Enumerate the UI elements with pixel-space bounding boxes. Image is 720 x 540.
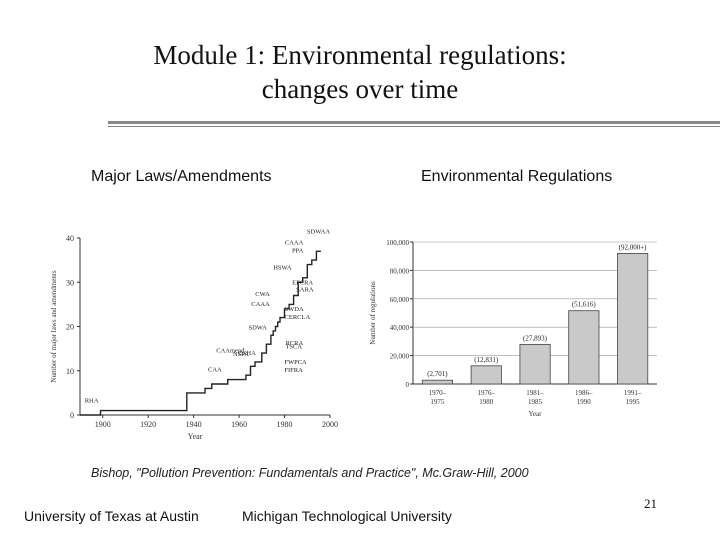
laws-x-tick-label: 1900	[95, 420, 111, 429]
regs-x-tick-label: 1976–	[477, 389, 495, 397]
laws-x-tick-label: 1960	[231, 420, 247, 429]
laws-y-tick-label: 20	[66, 323, 74, 332]
regs-bar	[519, 344, 551, 385]
regs-data-label: (2,701)	[427, 370, 448, 378]
laws-annotation: SWDA	[285, 306, 304, 313]
laws-annotation: NSPA	[233, 351, 249, 358]
regs-x-tick-label: 1970–	[429, 389, 447, 397]
laws-annotation: CERCLA	[285, 314, 311, 321]
laws-annotation: CAAmend	[216, 347, 245, 354]
regs-y-tick-label: 40,000	[390, 324, 410, 332]
laws-annotation: HSWA	[273, 265, 292, 272]
laws-x-label: Year	[188, 432, 203, 441]
laws-annotation: OSHA	[238, 350, 256, 357]
regs-data-label: (92,000+)	[619, 243, 648, 251]
regs-y-tick-label: 100,000	[386, 239, 409, 247]
regs-x-label: Year	[529, 410, 543, 418]
regs-x-tick-label: 1981–	[526, 389, 544, 397]
regs-x-tick-label-end: 1990	[577, 398, 592, 406]
footer-left: University of Texas at Austin	[24, 508, 199, 524]
laws-annotation: EPCRA	[292, 279, 313, 286]
laws-y-tick-label: 30	[66, 278, 74, 287]
laws-annotation: CAA	[208, 367, 222, 374]
laws-x-tick-label: 2000	[322, 420, 338, 429]
citation: Bishop, "Pollution Prevention: Fundament…	[91, 466, 529, 480]
laws-annotation: PPA	[292, 248, 304, 255]
laws-annotation: CWA	[255, 291, 270, 298]
regs-data-label: (12,831)	[474, 356, 499, 364]
laws-annotation: RHA	[85, 398, 99, 405]
regs-x-tick-label-end: 1995	[626, 398, 641, 406]
regs-y-tick-label: 0	[406, 381, 410, 389]
regulations-chart: 0 20,000 40,000 60,000 80,000 100,000 Number o…	[369, 239, 657, 418]
laws-x-tick-label: 1920	[140, 420, 156, 429]
laws-chart: 0 10 20 30 40 1900 1920 1940 1960 1980 2000 Year Num…	[50, 228, 338, 441]
page-title: Module 1: Environmental regulations: cha…	[0, 38, 720, 106]
laws-annotation: SDWAA	[307, 228, 330, 235]
page-number: 21	[644, 496, 657, 511]
laws-y-tick-label: 10	[66, 367, 74, 376]
laws-x-tick-label: 1940	[186, 420, 202, 429]
regs-y-tick-label: 80,000	[390, 267, 410, 275]
laws-x-tick-label: 1980	[277, 420, 293, 429]
title-line-1: Module 1: Environmental regulations:	[153, 40, 567, 70]
divider-thin	[108, 126, 720, 127]
laws-annotation: CAAA	[285, 240, 304, 247]
regs-axes: 0 20,000 40,000 60,000 80,000 100,000 Number o…	[369, 239, 657, 418]
laws-axes: 0 10 20 30 40 1900 1920 1940 1960 1980 2000 Year Num…	[50, 234, 338, 441]
right-chart-header: Environmental Regulations	[421, 168, 613, 185]
laws-y-tick-label: 0	[70, 411, 74, 420]
regs-x-tick-label-end: 1985	[528, 398, 543, 406]
laws-annotation: FIFRA	[284, 367, 303, 374]
regs-bar	[568, 310, 600, 385]
laws-annotation: FWPCA	[284, 359, 307, 366]
regs-y-label: Number of regulations	[369, 281, 377, 345]
regs-data-label: (51,616)	[572, 301, 597, 309]
regs-x-tick-label-end: 1980	[479, 398, 494, 406]
regs-data-label: (27,893)	[523, 334, 548, 342]
regs-y-tick-label: 60,000	[390, 296, 410, 304]
laws-annotation: TSCA	[285, 344, 302, 351]
regs-x-tick-label-end: 1975	[430, 398, 445, 406]
laws-step-line	[80, 250, 321, 416]
laws-y-label: Number of major laws and amendments	[50, 270, 58, 382]
left-chart-header: Major Laws/Amendments	[91, 168, 272, 185]
footer-center: Michigan Technological University	[242, 508, 452, 524]
laws-annotation: RCRA	[285, 340, 303, 347]
title-line-2: changes over time	[261, 74, 459, 104]
laws-y-tick-label: 40	[66, 234, 74, 243]
regs-plot: (2,701) 1970–1975 (12,831) 1976–1980 (27,893…	[421, 243, 649, 406]
regs-bar	[470, 365, 502, 385]
regs-bar	[421, 379, 453, 385]
regs-x-tick-label: 1986–	[575, 389, 593, 397]
regs-y-tick-label: 20,000	[390, 353, 410, 361]
regs-bar	[617, 252, 649, 385]
divider-thick	[108, 121, 720, 124]
laws-annotation: SDWA	[248, 324, 267, 331]
laws-annotation: CAAA	[251, 301, 270, 308]
laws-annotation: SARA	[296, 287, 314, 294]
regs-x-tick-label: 1991–	[624, 389, 642, 397]
